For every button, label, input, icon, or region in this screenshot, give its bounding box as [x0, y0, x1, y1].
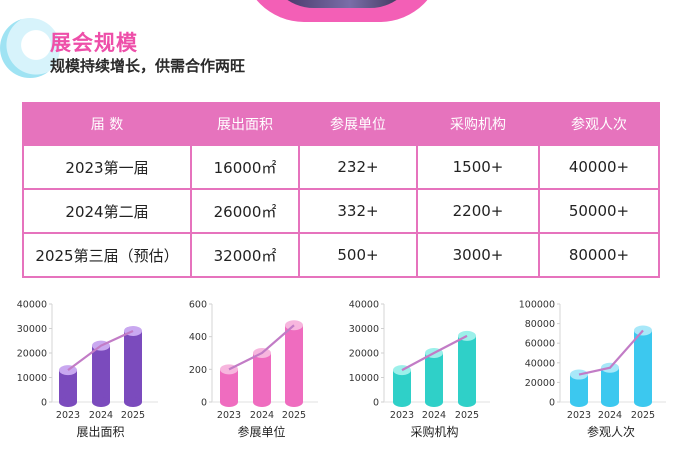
- bar-base: [124, 397, 142, 407]
- bar-base: [393, 397, 411, 407]
- table-cell: 50000+: [538, 188, 660, 234]
- chart-label: 展出面积: [76, 425, 124, 439]
- trend-line: [228, 324, 295, 371]
- y-tick-label: 10000: [349, 373, 379, 384]
- y-tick-label: 30000: [17, 324, 47, 335]
- x-tick-label: 2025: [631, 410, 655, 421]
- bar-base: [601, 397, 619, 407]
- bar: [285, 325, 303, 402]
- x-tick-label: 2024: [422, 410, 446, 421]
- table-cell: 232+: [298, 144, 418, 190]
- y-tick-label: 40000: [349, 300, 379, 311]
- y-tick-label: 20000: [525, 378, 555, 389]
- trend-line: [401, 334, 468, 372]
- trend-line: [67, 329, 134, 372]
- header-session: 届 数: [22, 102, 192, 146]
- bar-top: [634, 325, 652, 336]
- header-visitors: 参观人次: [538, 102, 660, 146]
- bar-base: [220, 397, 238, 407]
- chart-label: 参观人次: [587, 424, 635, 439]
- y-tick-label: 60000: [525, 339, 555, 350]
- top-photo: [266, 0, 418, 8]
- x-tick-label: 2024: [250, 410, 274, 421]
- y-tick-label: 20000: [17, 349, 47, 360]
- table-header-row: 届 数 展出面积 参展单位 采购机构 参观人次: [22, 102, 660, 146]
- bar-base: [458, 397, 476, 407]
- y-tick-label: 0: [549, 398, 555, 409]
- table-cell: 40000+: [538, 144, 660, 190]
- y-tick-label: 20000: [349, 349, 379, 360]
- table-row: 2025第三届（预估） 32000㎡ 500+ 3000+ 80000+: [22, 232, 660, 278]
- table-cell: 26000㎡: [190, 188, 300, 234]
- table-cell: 500+: [298, 232, 418, 278]
- bar: [92, 345, 110, 402]
- bar: [570, 374, 588, 402]
- header-area: 展出面积: [190, 102, 300, 146]
- y-tick-label: 10000: [17, 373, 47, 384]
- table-cell: 2200+: [416, 188, 540, 234]
- table-cell: 2025第三届（预估）: [22, 232, 192, 278]
- section-subtitle: 规模持续增长，供需合作两旺: [50, 57, 246, 75]
- bar-base: [59, 397, 77, 407]
- bar-base: [570, 397, 588, 407]
- x-tick-label: 2023: [390, 410, 414, 421]
- table-cell: 332+: [298, 188, 418, 234]
- bar-base: [634, 397, 652, 407]
- decorative-bubble-icon: [0, 18, 60, 78]
- y-tick-label: 100000: [519, 300, 555, 311]
- chart-label: 参展单位: [237, 424, 285, 439]
- stats-table: 届 数 展出面积 参展单位 采购机构 参观人次 2023第一届 16000㎡ 2…: [22, 102, 660, 278]
- header-exhibitors: 参展单位: [298, 102, 418, 146]
- bar: [59, 370, 77, 402]
- y-tick-label: 200: [189, 365, 207, 376]
- header-buyers: 采购机构: [416, 102, 540, 146]
- y-tick-label: 30000: [349, 324, 379, 335]
- bar-base: [253, 397, 271, 407]
- y-tick-label: 400: [189, 332, 207, 343]
- table-row: 2023第一届 16000㎡ 232+ 1500+ 40000+: [22, 144, 660, 190]
- table-cell: 16000㎡: [190, 144, 300, 190]
- bar: [425, 353, 443, 402]
- bar: [393, 370, 411, 402]
- y-tick-label: 80000: [525, 319, 555, 330]
- y-tick-label: 40000: [525, 358, 555, 369]
- bar: [124, 330, 142, 402]
- y-tick-label: 0: [41, 398, 47, 409]
- table-cell: 2023第一届: [22, 144, 192, 190]
- bar-base: [425, 397, 443, 407]
- bar: [458, 335, 476, 402]
- bar-base: [285, 397, 303, 407]
- table-cell: 80000+: [538, 232, 660, 278]
- x-tick-label: 2024: [598, 410, 622, 421]
- bar-base: [92, 397, 110, 407]
- x-tick-label: 2024: [89, 410, 113, 421]
- y-tick-label: 0: [201, 398, 207, 409]
- bar: [601, 367, 619, 402]
- bar: [220, 369, 238, 402]
- y-tick-label: 40000: [17, 300, 47, 311]
- bar: [253, 353, 271, 402]
- table-cell: 2024第二届: [22, 188, 192, 234]
- table-cell: 3000+: [416, 232, 540, 278]
- bar: [634, 330, 652, 402]
- x-tick-label: 2025: [121, 410, 145, 421]
- top-photo-frame: [242, 0, 442, 22]
- section-title: 展会规模: [50, 31, 138, 55]
- table-row: 2024第二届 26000㎡ 332+ 2200+ 50000+: [22, 188, 660, 234]
- table-cell: 32000㎡: [190, 232, 300, 278]
- trend-line: [578, 329, 644, 376]
- table-cell: 1500+: [416, 144, 540, 190]
- x-tick-label: 2025: [455, 410, 479, 421]
- chart-label: 采购机构: [410, 424, 458, 439]
- x-tick-label: 2025: [282, 410, 306, 421]
- x-tick-label: 2023: [567, 410, 591, 421]
- x-tick-label: 2023: [56, 410, 80, 421]
- y-tick-label: 600: [189, 300, 207, 311]
- y-tick-label: 0: [373, 398, 379, 409]
- x-tick-label: 2023: [217, 410, 241, 421]
